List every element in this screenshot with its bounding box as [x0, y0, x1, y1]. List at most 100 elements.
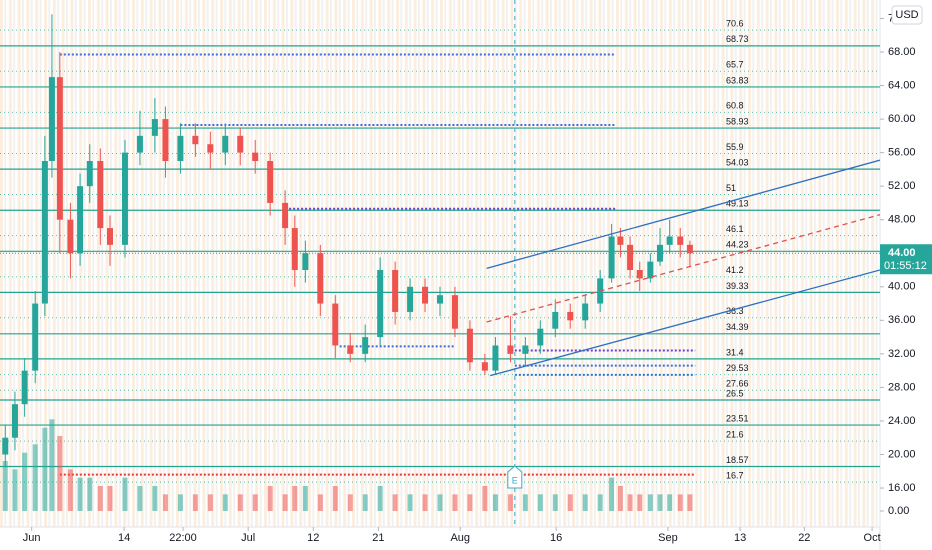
candle-body	[481, 362, 488, 371]
candle-body	[97, 160, 104, 229]
currency-label[interactable]: USD	[895, 9, 918, 21]
last-price-box	[880, 244, 932, 275]
level-label: 29.53	[726, 363, 749, 373]
candle-body	[136, 135, 143, 153]
y-tick-label: 24.00	[888, 415, 916, 427]
candle-body	[282, 202, 289, 229]
level-label: 44.23	[726, 240, 749, 250]
candle-body	[67, 219, 74, 254]
volume-bar	[667, 494, 673, 511]
level-label: 46.1	[726, 224, 744, 234]
level-label: 70.6	[726, 19, 744, 29]
candle-body	[2, 437, 9, 455]
volume-bar	[222, 494, 228, 511]
level-label: 54.03	[726, 158, 749, 168]
volume-bar	[362, 494, 368, 511]
volume-bar	[452, 494, 458, 511]
volume-bar	[537, 494, 543, 511]
candle-body	[552, 311, 559, 329]
volume-bar	[492, 494, 498, 511]
volume-bar	[347, 494, 353, 511]
trend-line	[486, 214, 880, 323]
volume-bar	[687, 494, 693, 511]
level-label: 16.7	[726, 471, 744, 481]
volume-bar	[677, 494, 683, 511]
volume-bar	[582, 494, 588, 511]
level-label: 41.2	[726, 265, 744, 275]
y-tick-label: 20.00	[888, 448, 916, 460]
level-label: 58.93	[726, 116, 749, 126]
currency-button[interactable]	[891, 5, 923, 25]
y-tick-label: 28.00	[888, 381, 916, 393]
volume-bar	[87, 477, 93, 511]
trend-line	[489, 269, 880, 377]
x-tick-label: Oct	[864, 532, 881, 544]
volume-bar	[2, 461, 8, 511]
candle-body	[48, 77, 55, 161]
y-tick-label: 68.00	[888, 46, 916, 58]
volume-bar	[22, 452, 28, 511]
volume-bar	[77, 477, 83, 511]
volume-bar	[49, 419, 55, 511]
x-tick-label: 16	[550, 532, 562, 544]
volume-bar	[507, 494, 513, 511]
volume-bar	[617, 486, 623, 511]
candle-body	[11, 404, 18, 438]
volume-bar	[207, 494, 213, 511]
last-price-label: 44.00	[888, 247, 916, 259]
candle-body	[617, 236, 624, 245]
level-label: 49.13	[726, 199, 749, 209]
volume-bar	[657, 494, 663, 511]
level-label: 39.33	[726, 281, 749, 291]
event-label: E	[512, 475, 518, 485]
volume-bar	[407, 494, 413, 511]
x-tick-label: 22:00	[169, 532, 197, 544]
candle-body	[302, 253, 309, 271]
candle-body	[362, 337, 369, 354]
candle-body	[267, 160, 274, 203]
volume-bar	[237, 494, 243, 511]
volume-bar	[177, 494, 183, 511]
y-tick-label: 16.00	[888, 482, 916, 494]
candle-body	[107, 228, 113, 245]
volume-bar	[137, 486, 143, 511]
volume-bar	[42, 427, 48, 511]
x-tick-label: 22	[798, 532, 810, 544]
candle-body	[21, 370, 28, 405]
candle-body	[636, 270, 643, 279]
candle-body	[582, 303, 589, 321]
session-background	[0, 0, 880, 527]
candle-body	[222, 135, 229, 153]
axes: 16.00 20.00 24.00 28.00 32.00 36.00 40.00 44.00…	[23, 12, 932, 544]
volume-bar	[267, 486, 273, 511]
candle-body	[567, 311, 574, 321]
volume-bar	[57, 436, 63, 511]
volume-bar	[552, 494, 558, 511]
volume-bar	[32, 444, 38, 511]
candle-body	[192, 135, 199, 145]
level-label: 63.83	[726, 75, 749, 85]
level-label: 23.51	[726, 413, 749, 423]
level-label: 68.73	[726, 34, 749, 44]
candle-body	[77, 186, 84, 254]
x-tick-label: Aug	[450, 532, 470, 544]
volume-bar	[152, 486, 158, 511]
volume-bar	[122, 477, 128, 511]
candle-body	[377, 270, 384, 338]
candle-body	[437, 295, 443, 304]
candle-body	[647, 261, 654, 279]
candle-body	[177, 135, 184, 161]
candle-body	[466, 328, 473, 363]
level-label: 27.66	[726, 379, 749, 389]
volume-bar	[467, 494, 473, 511]
x-tick-label: 13	[734, 532, 746, 544]
volume-bar	[292, 486, 298, 511]
volume-bar	[302, 486, 308, 511]
x-tick-label: 21	[372, 532, 384, 544]
volume-bar	[97, 486, 103, 511]
candle-body	[627, 244, 634, 271]
volume-bar	[567, 494, 573, 511]
volume-bar	[107, 486, 113, 511]
volume-bar	[437, 494, 443, 511]
